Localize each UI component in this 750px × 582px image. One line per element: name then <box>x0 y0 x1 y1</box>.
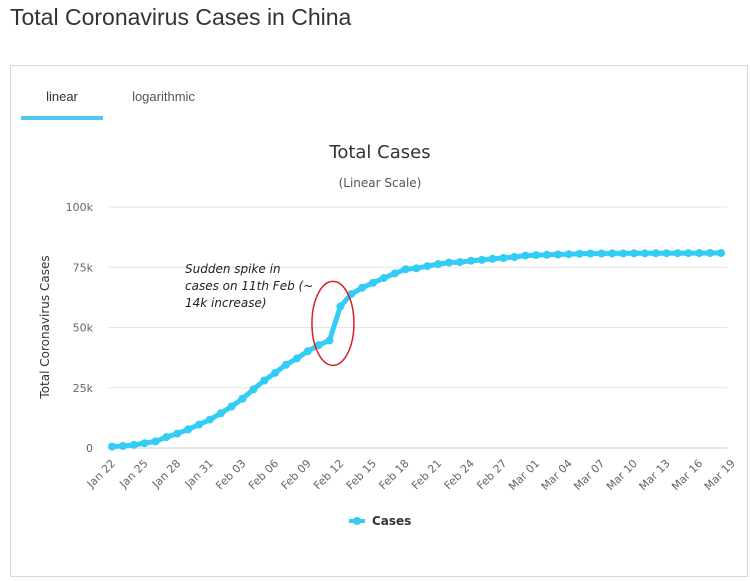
x-tick-label: Feb 18 <box>376 457 411 492</box>
x-tick-label: Feb 12 <box>311 457 346 492</box>
chart-panel: linear logarithmic Total Cases (Linear S… <box>10 65 748 577</box>
y-tick-label: 50k <box>73 322 94 335</box>
x-tick-label: Jan 28 <box>149 457 183 491</box>
data-point[interactable] <box>336 302 345 311</box>
data-point[interactable] <box>586 249 595 258</box>
data-point[interactable] <box>532 251 541 260</box>
y-tick-label: 75k <box>73 261 94 274</box>
data-point[interactable] <box>499 254 508 262</box>
data-point[interactable] <box>673 249 682 258</box>
data-point[interactable] <box>303 347 312 356</box>
x-tick-label: Feb 09 <box>279 457 314 492</box>
data-point[interactable] <box>108 442 116 451</box>
y-tick-label: 0 <box>86 442 93 455</box>
x-tick-label: Mar 07 <box>571 457 607 493</box>
y-tick-label: 100k <box>66 201 94 214</box>
data-point[interactable] <box>695 249 704 258</box>
data-point[interactable] <box>651 249 660 258</box>
chart-subtitle: (Linear Scale) <box>339 176 422 190</box>
data-point[interactable] <box>227 402 236 411</box>
tab-linear[interactable]: linear <box>21 66 103 120</box>
data-point[interactable] <box>553 250 562 259</box>
x-tick-label: Feb 24 <box>442 457 477 492</box>
x-tick-label: Feb 21 <box>409 457 444 492</box>
data-point[interactable] <box>325 336 334 345</box>
legend-marker <box>353 517 361 525</box>
data-point[interactable] <box>238 394 247 403</box>
data-point[interactable] <box>173 429 182 438</box>
chart-title: Total Cases <box>328 142 430 163</box>
data-point[interactable] <box>717 249 725 257</box>
data-point[interactable] <box>151 437 160 446</box>
y-axis-label: Total Coronavirus Cases <box>38 255 52 399</box>
data-point[interactable] <box>543 250 551 259</box>
data-point[interactable] <box>466 256 475 265</box>
data-point[interactable] <box>510 253 519 261</box>
data-point[interactable] <box>684 249 693 258</box>
y-tick-label: 25k <box>73 382 94 395</box>
data-point[interactable] <box>195 420 203 429</box>
data-point[interactable] <box>140 439 149 448</box>
data-point[interactable] <box>521 251 530 260</box>
x-tick-label: Feb 03 <box>213 457 248 492</box>
data-point[interactable] <box>445 258 454 267</box>
tab-logarithmic[interactable]: logarithmic <box>132 89 195 104</box>
x-tick-label: Mar 10 <box>604 457 640 493</box>
data-point[interactable] <box>619 249 628 258</box>
line-chart: Total Cases (Linear Scale) Total Coronav… <box>38 142 738 528</box>
page-title: Total Coronavirus Cases in China <box>10 4 352 30</box>
data-point[interactable] <box>292 354 301 363</box>
data-point[interactable] <box>662 249 671 258</box>
annotation-ring <box>311 280 355 367</box>
annotation-text-line: Sudden spike in <box>185 262 281 276</box>
data-point[interactable] <box>314 341 323 350</box>
data-point[interactable] <box>260 376 269 385</box>
data-point[interactable] <box>271 368 280 377</box>
data-point[interactable] <box>597 249 606 258</box>
data-point[interactable] <box>184 425 193 434</box>
data-point[interactable] <box>640 249 649 258</box>
data-point[interactable] <box>129 440 138 449</box>
data-point[interactable] <box>390 269 399 278</box>
data-point[interactable] <box>118 442 127 450</box>
x-tick-label: Mar 13 <box>637 457 673 493</box>
data-point[interactable] <box>434 260 443 269</box>
data-point[interactable] <box>456 258 464 267</box>
legend-label: Cases <box>372 514 411 528</box>
legend-item-cases[interactable]: Cases <box>349 514 411 528</box>
data-point[interactable] <box>630 249 638 258</box>
data-point[interactable] <box>162 433 171 442</box>
x-tick-label: Feb 27 <box>474 457 509 492</box>
data-point[interactable] <box>401 265 410 274</box>
data-point[interactable] <box>564 250 573 259</box>
data-point[interactable] <box>477 255 486 264</box>
data-point[interactable] <box>369 278 377 287</box>
x-tick-label: Jan 31 <box>182 457 216 491</box>
data-point[interactable] <box>379 274 388 282</box>
x-tick-label: Feb 06 <box>246 457 281 492</box>
x-tick-label: Jan 22 <box>84 457 118 491</box>
x-tick-label: Mar 16 <box>669 457 705 493</box>
data-point[interactable] <box>575 249 584 258</box>
data-point[interactable] <box>249 385 258 394</box>
data-point[interactable] <box>205 415 214 424</box>
x-tick-label: Jan 25 <box>116 457 150 491</box>
annotation-text-line: 14k increase) <box>185 296 267 310</box>
data-point[interactable] <box>282 360 290 369</box>
data-point[interactable] <box>423 262 432 271</box>
data-point[interactable] <box>412 264 421 273</box>
data-point[interactable] <box>706 249 715 257</box>
data-point[interactable] <box>608 249 617 258</box>
x-tick-label: Feb 15 <box>344 457 379 492</box>
data-point[interactable] <box>358 283 367 292</box>
x-tick-label: Mar 01 <box>506 457 542 493</box>
data-point[interactable] <box>488 254 497 263</box>
data-point[interactable] <box>216 409 225 418</box>
x-tick-label: Mar 19 <box>702 457 738 493</box>
x-tick-label: Mar 04 <box>539 457 575 493</box>
annotation-text-line: cases on 11th Feb (~ <box>185 279 313 293</box>
